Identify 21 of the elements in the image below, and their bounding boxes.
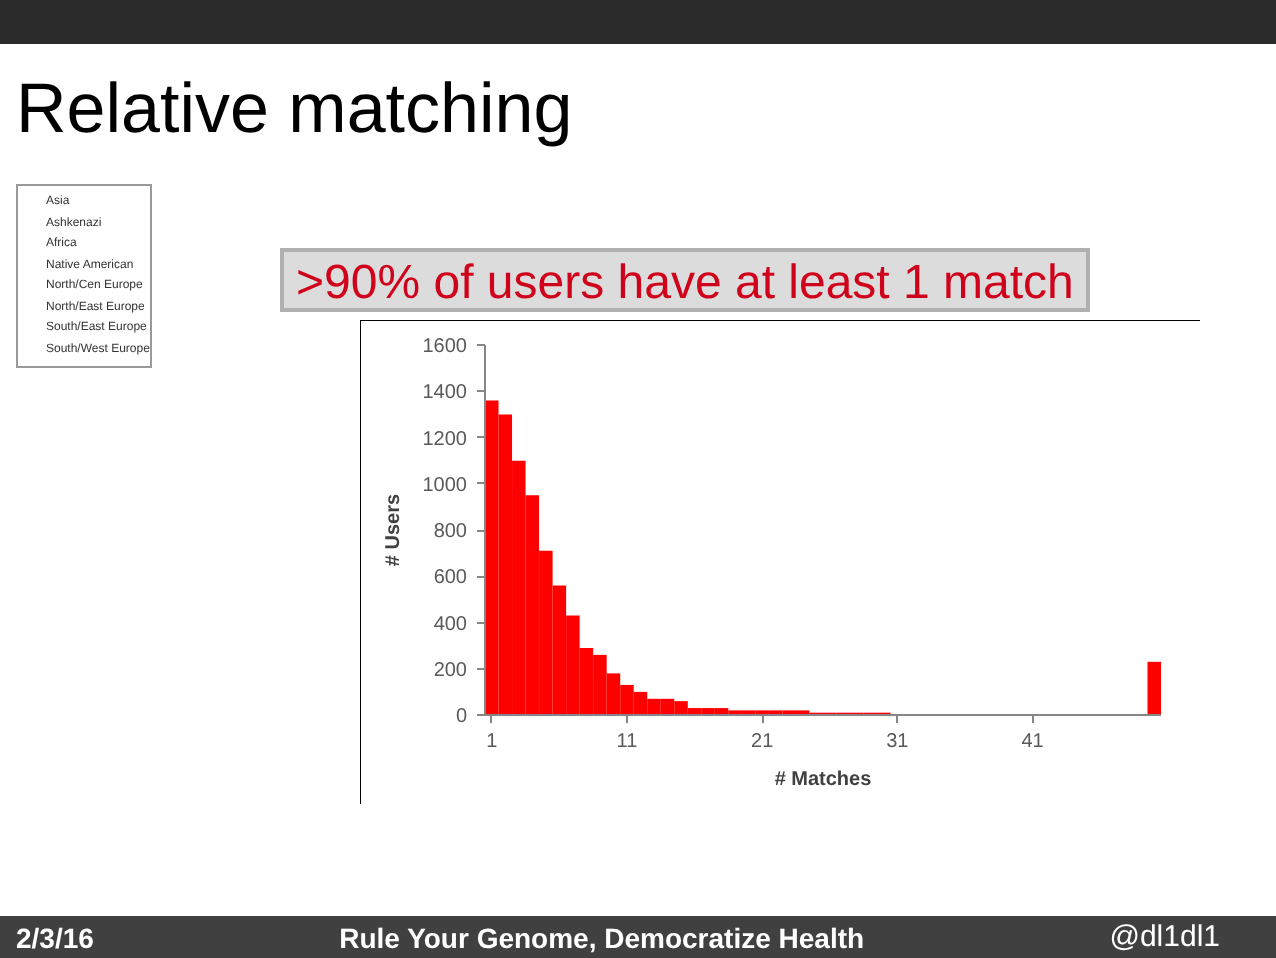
x-tick-label: 11 xyxy=(616,731,639,753)
x-tick-label: 41 xyxy=(1021,731,1045,753)
chart-title: Relative matching xyxy=(14,68,573,152)
text: >90% of users have at least 1 match xyxy=(280,248,1090,312)
text: @dl1dl1 xyxy=(1109,917,1220,958)
y-tick-label: 0 xyxy=(455,706,468,728)
y-axis-title: # Users xyxy=(382,492,405,567)
x-tick-label: 1 xyxy=(486,731,499,753)
y-tick-label: 1400 xyxy=(422,382,468,405)
y-tick-label: 800 xyxy=(433,521,468,543)
text: Rule Your Genome, Democratize Health xyxy=(339,919,865,957)
x-tick-label: 31 xyxy=(886,731,910,753)
y-tick-label: 400 xyxy=(433,613,468,636)
text: 2/3/16 xyxy=(16,919,94,957)
y-tick-label: 1200 xyxy=(422,428,468,451)
y-tick-label: 600 xyxy=(433,567,468,590)
y-tick-label: 1000 xyxy=(422,474,468,497)
y-tick-label: 200 xyxy=(433,659,468,682)
x-axis-title: # Matches xyxy=(774,769,873,791)
y-tick-label: 1600 xyxy=(422,336,468,358)
x-tick-label: 21 xyxy=(751,731,775,753)
